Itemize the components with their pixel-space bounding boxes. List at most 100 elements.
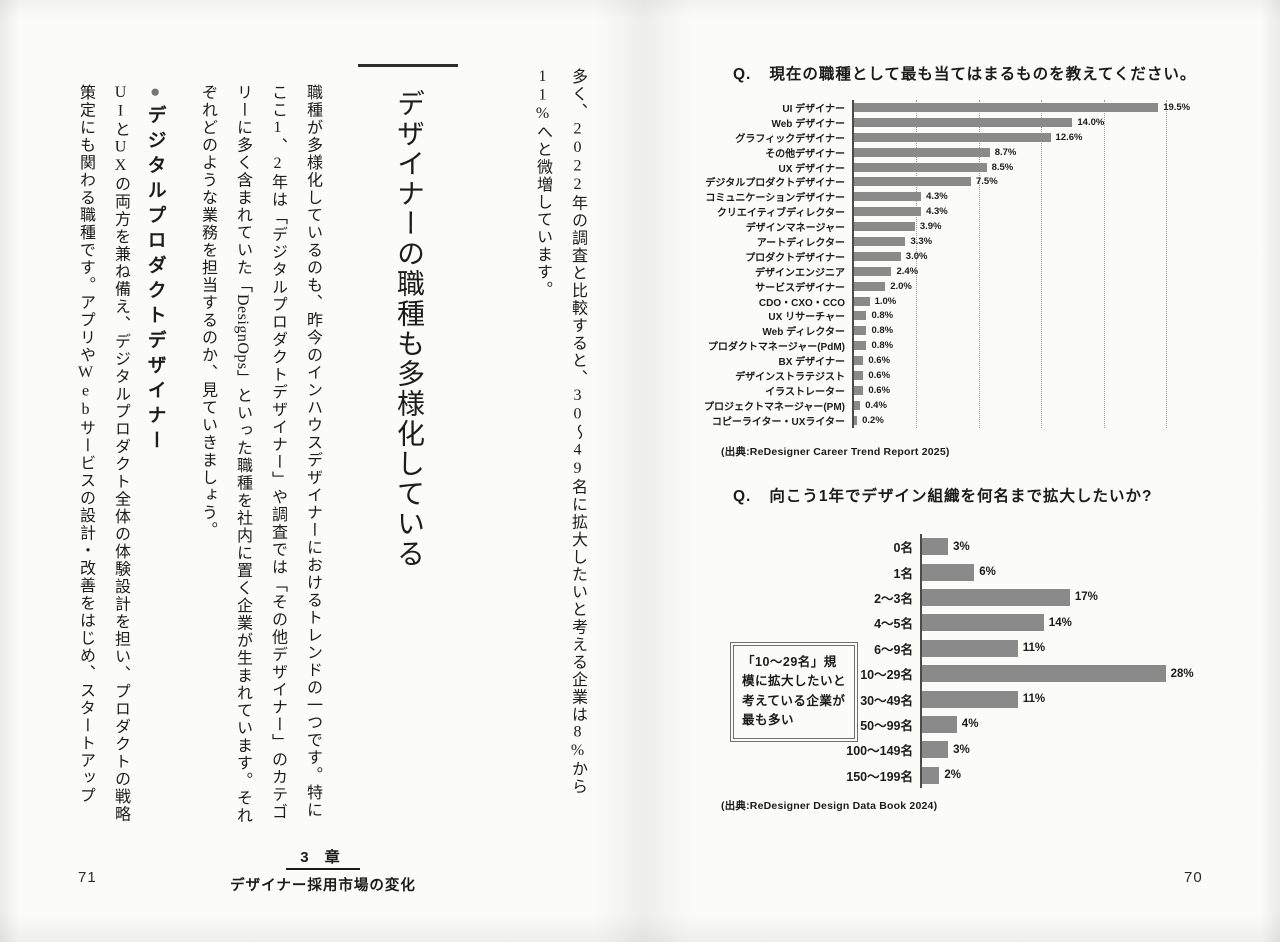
bar — [922, 563, 975, 581]
value-label: 0.6% — [868, 384, 891, 396]
value-label: 8.7% — [994, 146, 1017, 158]
bar — [854, 385, 864, 395]
bar-area: 28% — [920, 660, 1267, 687]
annotation-box: 「10〜29名」規模に拡大したいと考えている企業が最も多い — [730, 642, 858, 742]
bar — [854, 162, 987, 172]
bar-area: 8.7% — [852, 144, 1252, 160]
bar — [922, 715, 957, 733]
chart-row: 1名 6% — [712, 559, 1267, 585]
bar-area: 12.6% — [852, 129, 1252, 145]
bar-area: 2.0% — [852, 278, 1252, 294]
value-label: 11% — [1022, 693, 1046, 706]
chart-row: 10〜29名 28% — [712, 660, 1267, 687]
chart-title: 向こう1年でデザイン組織を何名まで拡大したいか? — [769, 488, 1153, 505]
chart-row: CDO・CXO・CCO 1.0% — [712, 293, 1252, 309]
chart-row: Web ディレクター 0.8% — [712, 323, 1252, 338]
bar-area: 6% — [920, 559, 1267, 585]
value-label: 1.0% — [874, 295, 897, 307]
bar — [854, 341, 867, 351]
category-label: Web ディレクター — [762, 327, 845, 339]
category-label: 100〜149名 — [846, 744, 913, 759]
category-label: プロダクトデザイナー — [745, 252, 845, 264]
chart-row: UX リサーチャー 0.8% — [712, 308, 1252, 323]
body-paragraph-1: 職種が多様化しているのも、昨今のインハウスデザイナーにおけるトレンドの一つです。… — [188, 84, 330, 836]
value-label: 0.8% — [871, 310, 894, 322]
bar-area: 0.8% — [852, 338, 1252, 354]
bar — [854, 222, 915, 232]
chart-row: 0名 3% — [712, 534, 1267, 560]
question-prefix: Q. — [733, 488, 752, 505]
category-label: グラフィックデザイナー — [735, 133, 845, 145]
bar — [922, 665, 1166, 683]
value-label: 2.0% — [890, 280, 912, 292]
category-label: デザインマネージャー — [745, 223, 845, 235]
chart-row: サービスデザイナー 2.0% — [712, 278, 1252, 294]
bar-area: 0.8% — [852, 323, 1252, 339]
value-label: 0.6% — [868, 355, 891, 367]
bar — [854, 400, 861, 410]
section-heading: デザイナーの職種も多様化している — [393, 89, 424, 569]
bar — [854, 147, 990, 157]
category-label: プロダクトマネージャー(PdM) — [707, 342, 845, 354]
category-label: サービスデザイナー — [755, 282, 845, 294]
chart-row: デザインエンジニア 2.4% — [712, 263, 1252, 279]
bullet-icon: ● — [145, 82, 165, 105]
value-label: 2.4% — [896, 265, 919, 277]
chart-row: Web デザイナー 14.0% — [712, 114, 1252, 130]
gridline — [1166, 100, 1167, 428]
chapter-number: 3 章 — [286, 846, 360, 870]
chart-row: BX デザイナー 0.6% — [712, 353, 1252, 368]
chart-row: クリエイティブディレクター 4.3% — [712, 204, 1252, 219]
chart-org-expansion: Q. 向こう1年でデザイン組織を何名まで拡大したいか? 0名 3% 1名 6% 2〜3名… — [712, 484, 1267, 813]
subsection-heading-label: デジタルプロダクトデザイナー — [144, 105, 166, 455]
value-label: 14% — [1048, 616, 1072, 629]
chart-title-row: Q. 現在の職種として最も当てはまるものを教えてください。 — [712, 62, 1252, 84]
value-label: 3.9% — [919, 221, 942, 233]
bar — [922, 766, 940, 784]
value-label: 19.5% — [1163, 101, 1191, 113]
section-heading-block: デザイナーの職種も多様化している — [358, 64, 458, 604]
category-label: UI デザイナー — [782, 103, 845, 115]
bar-area: 2.4% — [852, 263, 1252, 279]
bar — [922, 538, 949, 556]
chart-source: (出典:ReDesigner Career Trend Report 2025) — [721, 445, 950, 458]
value-label: 4.3% — [926, 191, 948, 203]
chart-row: 2〜3名 17% — [712, 584, 1267, 611]
value-label: 12.6% — [1055, 131, 1083, 143]
page-number-right: 70 — [1184, 869, 1203, 886]
category-label: 6〜9名 — [874, 642, 913, 657]
bar-area: 11% — [920, 635, 1267, 661]
category-label: 50〜99名 — [860, 718, 913, 733]
chart-row: デザインストラテジスト 0.6% — [712, 368, 1252, 383]
value-label: 0.4% — [865, 399, 887, 411]
chart-row: 150〜199名 2% — [712, 762, 1267, 788]
bar-area: 3% — [920, 737, 1267, 763]
gridline — [916, 100, 918, 428]
bar — [854, 266, 892, 276]
category-label: その他デザイナー — [765, 148, 845, 160]
value-label: 11% — [1022, 642, 1046, 655]
bar — [854, 102, 1159, 112]
chapter-footer: 3 章 デザイナー採用市場の変化 — [228, 846, 418, 895]
question-prefix: Q. — [733, 66, 752, 83]
category-label: 30〜49名 — [860, 693, 913, 708]
bar-area: 11% — [920, 686, 1267, 712]
category-label: イラストレーター — [765, 386, 845, 398]
chart-plot: UI デザイナー 19.5% Web デザイナー 14.0% グラフィックデザイナー 12… — [704, 100, 1252, 428]
value-label: 3.3% — [910, 235, 933, 247]
bar — [922, 639, 1018, 657]
value-label: 7.5% — [976, 176, 998, 188]
bar-area: 17% — [920, 584, 1267, 611]
bar — [854, 296, 870, 306]
category-label: デジタルプロダクトデザイナー — [705, 178, 845, 190]
bar — [854, 415, 858, 425]
chart-row: UX デザイナー 8.5% — [712, 159, 1252, 175]
category-label: デザインストラテジスト — [735, 371, 845, 383]
value-label: 3% — [953, 540, 970, 553]
bar-area: 0.6% — [852, 353, 1252, 369]
category-label: クリエイティブディレクター — [716, 208, 845, 220]
value-label: 3.0% — [905, 250, 928, 262]
value-label: 3% — [953, 743, 970, 756]
bar-area: 7.5% — [852, 174, 1252, 190]
bar-area: 1.0% — [852, 293, 1252, 309]
